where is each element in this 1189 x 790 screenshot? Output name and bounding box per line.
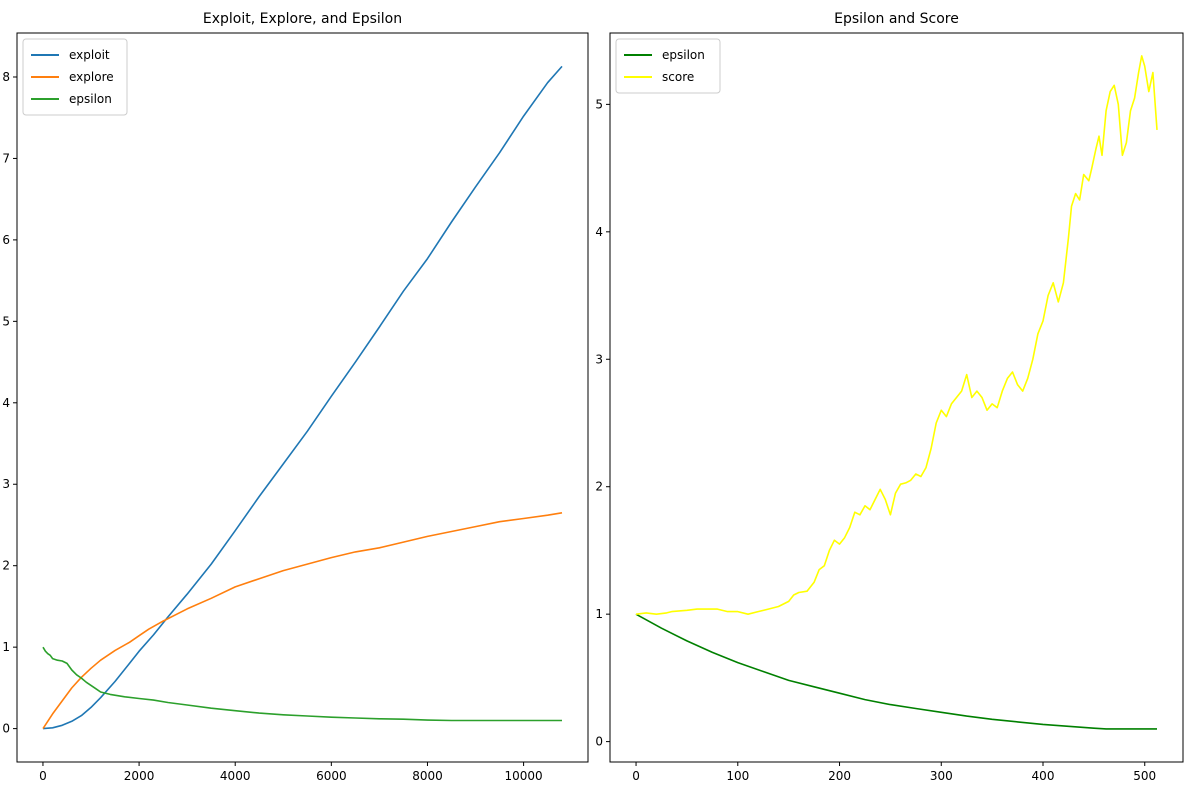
right-legend-label-score: score [662, 70, 694, 84]
left-series-explore-line [42, 512, 563, 730]
left-legend-label-exploit: exploit [69, 48, 110, 62]
left-legend [22, 38, 128, 116]
left-y-tick-label: 1 [2, 640, 10, 654]
left-x-tick-label: 2000 [124, 769, 155, 783]
left-y-tick-label: 3 [2, 477, 10, 491]
left-plot-frame [16, 32, 589, 763]
right-x-tick-label: 300 [930, 769, 953, 783]
right-y-tick-label: 2 [595, 480, 603, 494]
left-x-tick-label: 4000 [220, 769, 251, 783]
left-x-tick-label: 0 [39, 769, 47, 783]
right-x-tick-label: 0 [632, 769, 640, 783]
left-y-tick-label: 7 [2, 151, 10, 165]
left-y-tick-label: 4 [2, 396, 10, 410]
right-y-tick-label: 0 [595, 735, 603, 749]
left-series-epsilon-line [42, 646, 562, 722]
left-series-exploit-line [42, 65, 563, 730]
right-y-tick-label: 4 [595, 225, 603, 239]
right-chart: Epsilon and Score 0 100 200 300 400 500 0 1 2 3 4 5… [595, 11, 1184, 783]
right-chart-title: Epsilon and Score [834, 11, 959, 27]
left-y-tick-label: 8 [2, 70, 10, 84]
left-y-tick-label: 2 [2, 559, 10, 573]
right-series-score-line [635, 55, 1158, 615]
left-legend-label-explore: explore [69, 70, 114, 84]
right-plot-frame [609, 32, 1184, 763]
left-x-tick-label: 10000 [505, 769, 543, 783]
right-x-tick-label: 400 [1032, 769, 1055, 783]
right-y-tick-label: 1 [595, 607, 603, 621]
left-chart-title: Exploit, Explore, and Epsilon [203, 11, 402, 27]
right-y-tick-label: 5 [595, 97, 603, 111]
right-x-tick-label: 200 [828, 769, 851, 783]
left-x-tick-label: 8000 [412, 769, 443, 783]
right-series-epsilon-line [635, 613, 1157, 730]
right-legend [615, 38, 721, 94]
left-x-tick-label: 6000 [316, 769, 347, 783]
left-y-tick-label: 0 [2, 722, 10, 736]
right-x-tick-label: 100 [726, 769, 749, 783]
right-y-tick-label: 3 [595, 352, 603, 366]
right-legend-label-epsilon: epsilon [662, 48, 705, 62]
left-legend-label-epsilon: epsilon [69, 92, 112, 106]
left-y-tick-label: 5 [2, 314, 10, 328]
left-chart: Exploit, Explore, and Epsilon 0 2000 4000 6… [2, 11, 589, 783]
right-x-tick-label: 500 [1133, 769, 1156, 783]
left-y-tick-label: 6 [2, 233, 10, 247]
